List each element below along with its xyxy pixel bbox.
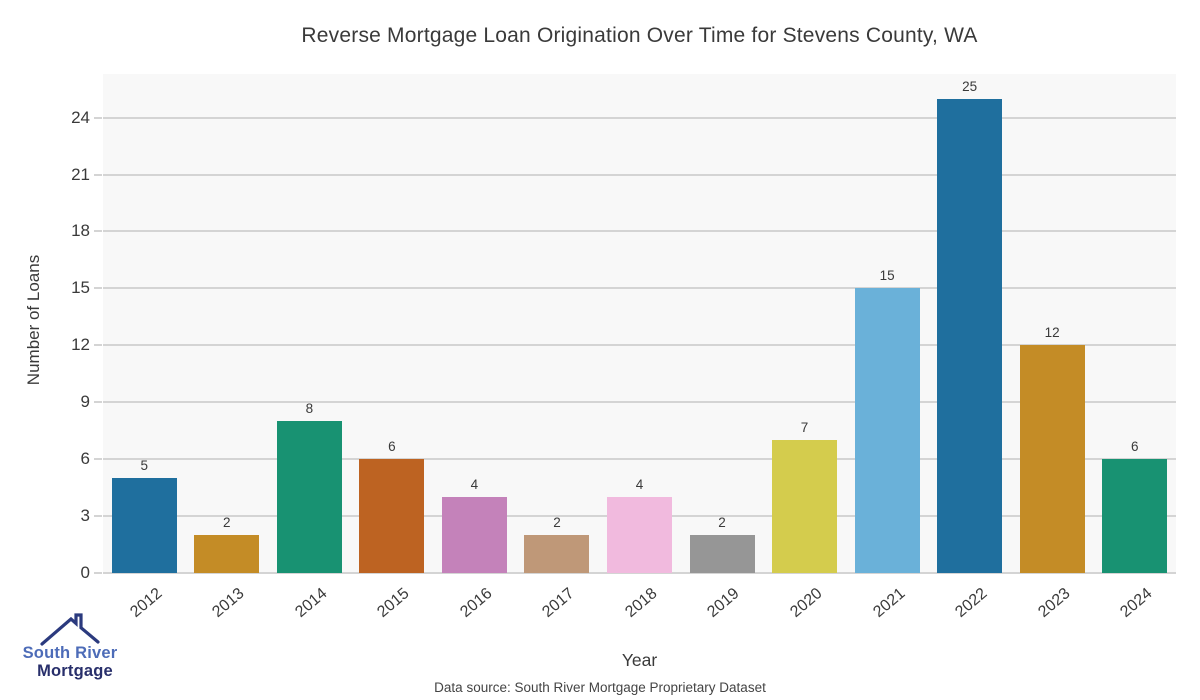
gridline	[103, 173, 1176, 176]
y-tick-mark	[94, 572, 102, 574]
bar-value-label: 4	[470, 477, 479, 493]
bar-value-label: 7	[800, 420, 809, 436]
bar-value-label: 2	[718, 515, 726, 531]
bar-value-label: 6	[388, 439, 396, 455]
gridline	[103, 116, 1176, 119]
x-tick-label: 2019	[704, 585, 743, 621]
x-tick-label: 2021	[869, 585, 909, 621]
bar-value-label: 25	[962, 78, 978, 94]
gridline	[103, 401, 1176, 404]
x-tick-label: 2015	[374, 585, 413, 621]
y-tick-label: 3	[80, 506, 90, 526]
x-tick-label: 2020	[787, 585, 826, 621]
bar-2012	[111, 478, 177, 573]
bar-2016	[441, 497, 507, 573]
bar-value-label: 2	[223, 515, 231, 531]
bar-value-label: 12	[1044, 325, 1060, 341]
bar-value-label: 15	[879, 268, 895, 284]
y-tick-label: 18	[71, 221, 90, 241]
y-tick-mark	[94, 344, 102, 347]
y-tick-mark	[94, 230, 102, 233]
bar-2014	[276, 421, 342, 573]
logo-text-line1: South River	[22, 644, 118, 662]
y-tick-mark	[94, 401, 102, 404]
x-axis-line	[103, 572, 1176, 574]
bar-value-label: 6	[1130, 439, 1139, 455]
bar-2017	[524, 535, 590, 573]
y-tick-label: 6	[80, 449, 90, 469]
y-tick-label: 21	[71, 164, 90, 184]
bar-2018	[607, 497, 672, 573]
x-tick-label: 2014	[292, 585, 331, 621]
y-axis-title: Number of Loans	[24, 254, 43, 386]
y-tick-mark	[94, 458, 102, 461]
y-tick-label: 15	[71, 278, 90, 298]
logo-text-line2: Mortgage	[37, 662, 113, 681]
x-tick-label: 2023	[1034, 585, 1074, 621]
y-tick-label: 9	[80, 392, 90, 412]
y-tick-mark	[94, 116, 102, 119]
bar-2019	[689, 535, 755, 573]
y-tick-mark	[94, 287, 102, 290]
bar-value-label: 2	[553, 515, 561, 531]
chart-title: Reverse Mortgage Loan Origination Over T…	[301, 24, 978, 47]
gridline	[103, 287, 1176, 290]
data-source-caption: Data source: South River Mortgage Propri…	[434, 680, 766, 695]
bar-2013	[194, 535, 260, 573]
bar-2015	[359, 459, 425, 573]
roof-icon	[40, 613, 100, 646]
x-tick-label: 2018	[622, 585, 661, 621]
bar-value-label: 5	[140, 458, 149, 474]
x-axis-title: Year	[621, 650, 658, 670]
y-tick-label: 24	[71, 107, 90, 127]
bar-value-label: 4	[635, 477, 644, 493]
bar-2020	[772, 440, 838, 573]
bar-2023	[1019, 345, 1085, 573]
bar-2024	[1102, 459, 1168, 573]
plot-area: 5 2 8 6 4 2 4 2 7 15 25 12 6	[103, 74, 1176, 574]
x-tick-label: 2017	[539, 585, 578, 621]
y-tick-mark	[94, 173, 102, 176]
x-tick-label: 2024	[1117, 585, 1156, 621]
bar-2022	[937, 98, 1003, 573]
y-tick-mark	[94, 515, 102, 518]
gridline	[103, 344, 1176, 347]
x-tick-label: 2022	[952, 585, 991, 621]
south-river-mortgage-logo: South River Mortgage	[14, 612, 126, 680]
x-tick-label: 2012	[127, 585, 166, 621]
gridline	[103, 458, 1176, 461]
y-tick-label: 0	[80, 563, 90, 582]
x-tick-label: 2013	[209, 585, 248, 621]
y-tick-label: 12	[71, 335, 90, 355]
bar-2021	[854, 288, 920, 573]
x-tick-label: 2016	[457, 585, 496, 621]
bar-value-label: 8	[305, 401, 314, 417]
gridline	[103, 230, 1176, 233]
